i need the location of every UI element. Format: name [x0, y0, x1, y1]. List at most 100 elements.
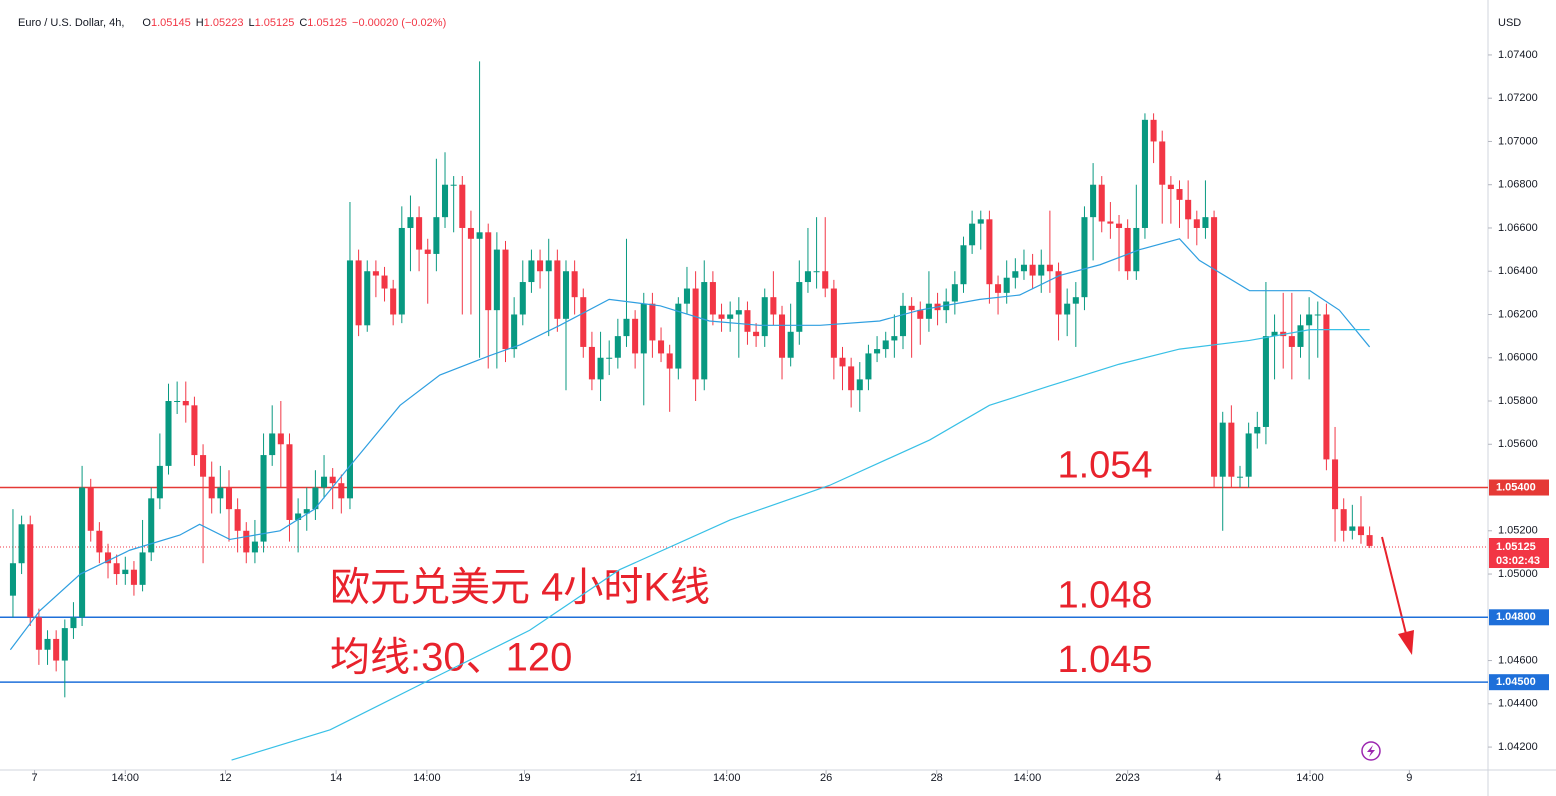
candle-body	[433, 217, 440, 254]
candle-body	[234, 509, 241, 531]
candle-body	[977, 219, 984, 224]
candle-body	[1323, 314, 1330, 460]
candle-body	[1159, 141, 1166, 185]
candle-body	[217, 487, 224, 499]
candle-body	[554, 260, 561, 319]
candle-body	[53, 638, 60, 661]
candle-body	[1176, 189, 1183, 200]
ohlc-change: −0.00020 (−0.02%)	[352, 17, 446, 29]
candle-body	[96, 530, 103, 553]
x-tick-label: 7	[32, 772, 38, 784]
candle-body	[277, 433, 284, 445]
candle-body	[1150, 119, 1157, 142]
y-tick-label: 1.05200	[1498, 525, 1538, 537]
candle-body	[709, 282, 716, 315]
candle-body	[407, 217, 414, 228]
candle-body	[321, 476, 328, 488]
level-axis-box	[1489, 479, 1549, 496]
level-axis-label: 1.05400	[1496, 481, 1536, 493]
candle-body	[364, 271, 371, 326]
candle-body	[778, 314, 786, 358]
annotation: 均线:30、120	[330, 636, 572, 680]
candle-body	[735, 310, 742, 315]
candle-body	[787, 331, 794, 358]
candle-body	[156, 465, 163, 499]
x-tick-label: 14:00	[713, 772, 741, 784]
last-price-box	[1489, 538, 1549, 569]
ohlc-c: C	[299, 17, 307, 29]
moving-average	[9, 238, 1371, 651]
candle-body	[1349, 526, 1356, 531]
ohlc-l: L	[248, 17, 254, 29]
candle-body	[79, 487, 86, 618]
y-tick-label: 1.07400	[1498, 49, 1538, 61]
candle-body	[951, 284, 958, 302]
candle-body	[1357, 526, 1364, 536]
candle-body	[839, 357, 846, 367]
candle-body	[1038, 264, 1045, 276]
candle-body	[1072, 297, 1079, 304]
x-tick-label: 4	[1215, 772, 1221, 784]
candle-body	[1185, 199, 1192, 220]
moving-average	[231, 329, 1370, 761]
candle-body	[770, 297, 777, 315]
candle-body	[848, 366, 855, 391]
y-tick-label: 1.04200	[1498, 741, 1538, 753]
candle-body	[1020, 264, 1027, 272]
candle-body	[286, 444, 293, 520]
candle-body	[174, 401, 181, 403]
symbol-title: Euro / U.S. Dollar, 4h,	[18, 17, 124, 29]
candle-body	[1314, 314, 1321, 316]
candle-body	[1340, 509, 1347, 531]
candle-body	[113, 563, 120, 575]
candle-body	[1116, 223, 1123, 228]
candle-body	[165, 401, 172, 466]
candle-body	[1236, 476, 1244, 478]
candle-body	[303, 509, 310, 514]
candle-body	[675, 303, 682, 369]
y-tick-label: 1.06200	[1498, 308, 1538, 320]
candle-body	[70, 617, 77, 629]
candle-body	[450, 184, 457, 186]
candle-body	[796, 282, 803, 332]
candle-body	[995, 284, 1002, 293]
candle-body	[571, 271, 578, 298]
candle-body	[18, 524, 25, 564]
candle-body	[1366, 535, 1373, 546]
candle-body	[528, 260, 535, 283]
candle-body	[1090, 184, 1097, 218]
candle-body	[485, 232, 492, 311]
candle-body	[493, 249, 500, 311]
candle-body	[35, 617, 42, 650]
x-tick-label: 21	[630, 772, 642, 784]
x-tick-label: 28	[931, 772, 943, 784]
candle-body	[312, 487, 319, 510]
event-icon[interactable]	[1361, 741, 1381, 761]
candle-body	[1167, 184, 1174, 190]
candle-body	[640, 303, 647, 354]
candle-body	[899, 305, 907, 337]
y-tick-label: 1.06000	[1498, 352, 1538, 364]
candle-body	[666, 353, 673, 369]
candle-body	[1003, 277, 1010, 293]
candle-body	[346, 260, 353, 499]
candle-body	[502, 249, 509, 350]
candle-body	[813, 271, 820, 273]
candle-body	[1124, 227, 1131, 272]
y-tick-label: 1.04600	[1498, 654, 1538, 666]
candle-body	[1064, 303, 1071, 315]
candle-body	[104, 552, 112, 564]
candle-body	[718, 314, 725, 319]
candle-body	[727, 314, 734, 319]
candle-body	[191, 405, 198, 456]
candle-body	[1141, 119, 1148, 228]
y-tick-label: 1.06800	[1498, 179, 1538, 191]
arrow-head	[1398, 630, 1414, 655]
arrow	[1381, 536, 1411, 651]
y-tick-label: 1.06400	[1498, 265, 1538, 277]
x-tick-label: 9	[1406, 772, 1412, 784]
x-tick-label: 14:00	[1014, 772, 1042, 784]
candle-body	[476, 232, 483, 239]
candle-body	[658, 340, 665, 354]
